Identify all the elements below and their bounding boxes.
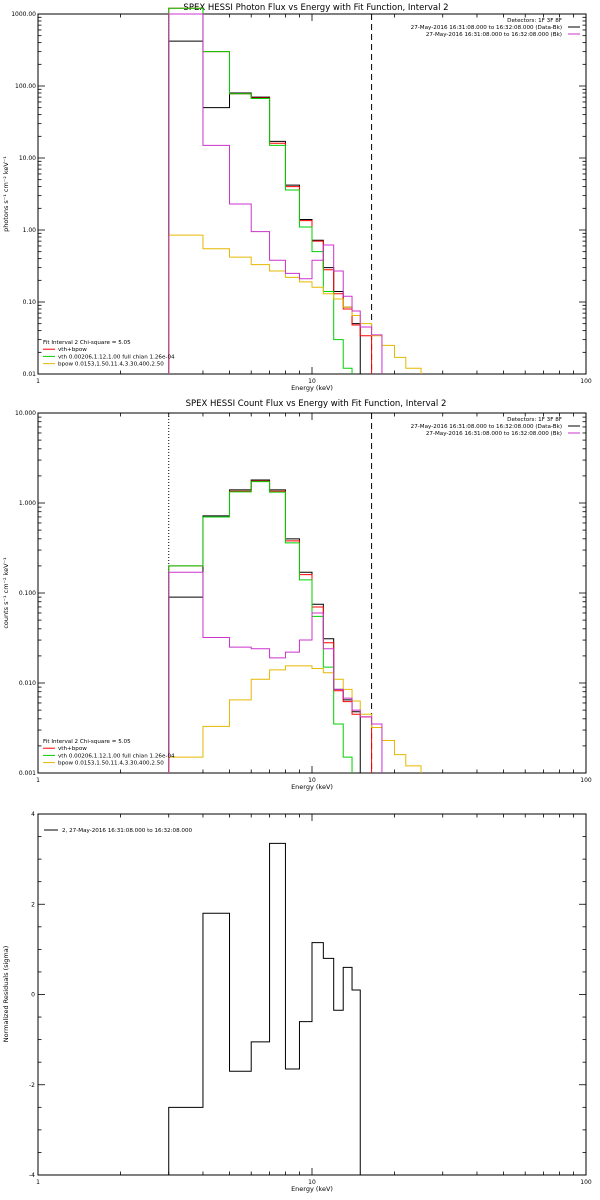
photon-series-fit xyxy=(168,7,373,374)
residuals-x-tick-label: 100 xyxy=(580,1179,592,1186)
count-y-tick-label: 1.000 xyxy=(19,500,36,507)
photon-y-tick-label: 100.00 xyxy=(15,83,36,90)
count-y-tick-label: 0.010 xyxy=(19,680,36,687)
photon-x-tick-label: 100 xyxy=(580,378,592,385)
photon-y-tick-label: 1000.00 xyxy=(11,11,36,18)
residuals-y-tick-label: 4 xyxy=(31,811,35,818)
count-series-vth xyxy=(168,481,353,773)
photon-x-axis-label: Energy (keV) xyxy=(291,384,333,392)
residuals-y-axis-label: Normalized Residuals (sigma) xyxy=(2,946,10,1043)
photon-legend-entry: Fit Interval 2 Chi-square = 5.05 xyxy=(43,340,131,346)
count-legend-entry: bpow 0.0153,1.50,11.4,3.30,400,2.50 xyxy=(58,761,164,767)
residuals-x-axis-label: Energy (keV) xyxy=(291,1185,333,1193)
count-x-axis-label: Energy (keV) xyxy=(291,783,333,791)
residuals-legend-entry: 2, 27-May-2016 16:31:08.000 to 16:32:08.… xyxy=(62,828,193,834)
count-legend-entry: vth+bpow xyxy=(58,746,87,752)
photon-series-total xyxy=(168,40,361,374)
count-series-total xyxy=(168,479,361,773)
residuals-x-tick-label: 1 xyxy=(36,1179,40,1186)
count-x-tick-label: 1 xyxy=(36,777,40,784)
residuals-y-tick-label: -4 xyxy=(29,1172,35,1179)
count-x-tick-label: 10 xyxy=(308,777,316,784)
photon-y-axis-label: photons s⁻¹ cm⁻² keV⁻¹ xyxy=(2,156,10,232)
photon-y-tick-label: 1.00 xyxy=(23,227,37,234)
count-flux-chart: SPEX HESSI Count Flux vs Energy with Fit… xyxy=(2,399,592,791)
photon-legend-entry: 27-May-2016 16:31:08.000 to 16:32:08.000… xyxy=(426,32,562,38)
residuals-chart: Energy (keV) Normalized Residuals (sigma… xyxy=(2,811,592,1193)
photon-legend-entry: 27-May-2016 16:31:08.000 to 16:32:08.000… xyxy=(411,25,562,31)
photon-legend-entry: Detectors: 1F 3F 8F xyxy=(507,18,562,24)
photon-plot-frame xyxy=(37,13,587,375)
count-y-axis-label: counts s⁻¹ cm⁻² keV⁻¹ xyxy=(2,557,10,629)
photon-series-data xyxy=(168,13,383,374)
photon-series-vth xyxy=(168,7,353,374)
photon-chart-title: SPEX HESSI Photon Flux vs Energy with Fi… xyxy=(183,3,448,13)
count-y-tick-label: 10.000 xyxy=(15,410,36,417)
photon-legend-entry: vth 0.00206,1.12,1.00 full chian 1.26e-0… xyxy=(58,354,175,360)
count-legend-entry: vth 0.00206,1.12,1.00 full chian 1.26e-0… xyxy=(58,753,175,759)
residuals-x-tick-label: 10 xyxy=(308,1179,316,1186)
count-legend-entry: Fit Interval 2 Chi-square = 5.05 xyxy=(43,739,131,745)
residuals-y-tick-label: -2 xyxy=(29,1082,35,1089)
photon-x-tick-label: 1 xyxy=(36,378,40,385)
photon-legend-entry: bpow 0.0153,1.50,11.4,3.30,400,2.50 xyxy=(58,362,164,368)
photon-series-bpow xyxy=(168,234,422,374)
photon-x-tick-label: 10 xyxy=(308,378,316,385)
count-legend-entry: Detectors: 1F 3F 8F xyxy=(507,417,562,423)
count-series-fit xyxy=(168,480,373,773)
photon-y-tick-label: 0.10 xyxy=(23,299,37,306)
photon-flux-chart: SPEX HESSI Photon Flux vs Energy with Fi… xyxy=(2,3,592,392)
count-series-data xyxy=(168,571,383,773)
residuals-y-tick-label: 2 xyxy=(31,901,35,908)
count-x-tick-label: 100 xyxy=(580,777,592,784)
count-legend-entry: 27-May-2016 16:31:08.000 to 16:32:08.000… xyxy=(411,424,562,430)
residuals-y-tick-label: 0 xyxy=(31,992,35,999)
count-series-bpow xyxy=(168,665,422,773)
count-y-tick-label: 0.001 xyxy=(19,770,36,777)
count-legend-entry: 27-May-2016 16:31:08.000 to 16:32:08.000… xyxy=(426,431,562,437)
count-chart-title: SPEX HESSI Count Flux vs Energy with Fit… xyxy=(186,399,447,409)
photon-y-tick-label: 0.01 xyxy=(23,371,37,378)
photon-y-tick-label: 10.00 xyxy=(19,155,36,162)
photon-legend-entry: vth+bpow xyxy=(58,347,87,353)
count-y-tick-label: 0.100 xyxy=(19,590,36,597)
residuals-series-total xyxy=(168,842,361,1175)
